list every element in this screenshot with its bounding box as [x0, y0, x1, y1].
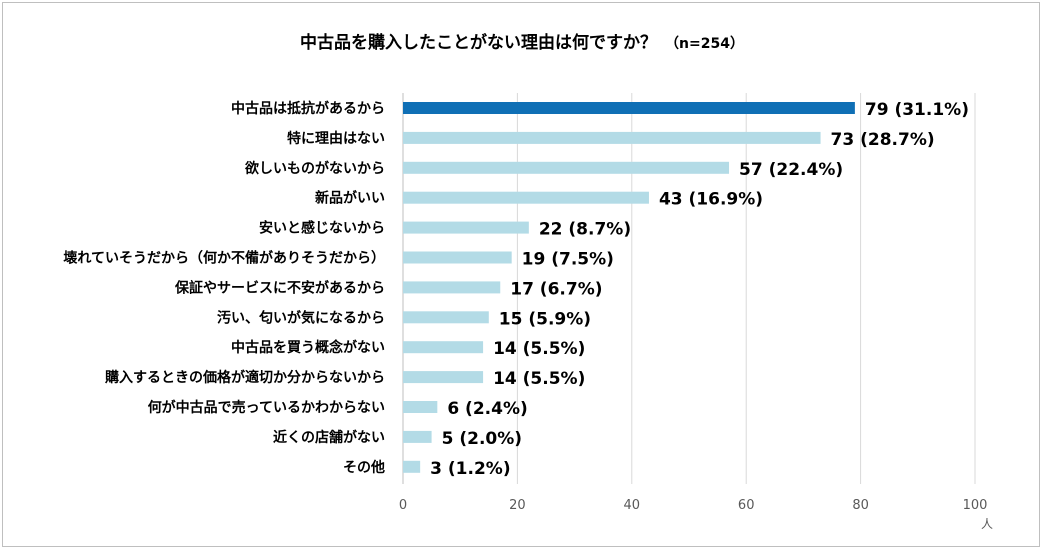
category-label: 中古品を買う概念がない — [231, 339, 385, 356]
category-label: 特に理由はない — [287, 130, 385, 147]
category-label: 安いと感じないから — [259, 220, 385, 237]
data-label: 14 (5.5%) — [493, 339, 585, 359]
bar — [403, 131, 821, 144]
data-label: 15 (5.9%) — [499, 309, 591, 329]
bar — [403, 430, 432, 443]
category-label: 中古品は抵抗があるから — [231, 100, 385, 117]
bar — [403, 311, 489, 324]
x-tick-label: 40 — [624, 498, 641, 513]
x-tick-label: 80 — [852, 498, 869, 513]
data-label: 43 (16.9%) — [659, 190, 763, 210]
data-label: 17 (6.7%) — [510, 279, 602, 299]
data-label: 73 (28.7%) — [831, 130, 935, 150]
bar — [403, 161, 730, 174]
category-label: 汚い、匂いが気になるから — [217, 309, 385, 326]
category-label: 購入するときの価格が適切か分からないから — [104, 369, 385, 386]
x-tick-label: 60 — [738, 498, 755, 513]
bar — [403, 460, 421, 473]
category-label: 近くの店舗がない — [273, 429, 385, 446]
bar — [403, 341, 484, 354]
category-label: その他 — [343, 459, 385, 476]
category-labels: 中古品は抵抗があるから特に理由はない欲しいものがないから新品がいい安いと感じない… — [63, 100, 385, 476]
bar — [403, 221, 529, 234]
data-label: 14 (5.5%) — [493, 369, 585, 389]
bar — [403, 401, 438, 413]
x-axis-unit: 人 — [981, 517, 993, 531]
bar — [403, 251, 512, 264]
bar — [403, 102, 855, 114]
chart-title-row: 中古品を購入したことがない理由は何ですか？ （n=254） — [0, 28, 1044, 53]
gridlines — [402, 93, 976, 484]
x-tick-label: 0 — [399, 498, 407, 513]
category-label: 保証やサービスに不安があるから — [174, 279, 385, 296]
data-label: 19 (7.5%) — [522, 250, 614, 270]
data-label: 6 (2.4%) — [447, 399, 527, 419]
data-label: 22 (8.7%) — [539, 220, 631, 240]
value-labels: 79 (31.1%) 73 (28.7%) 57 (22.4%) 43 (16.9%)… — [430, 100, 969, 479]
axis-ticks: 0 20 40 60 80 100 人 — [399, 498, 993, 531]
x-tick-label: 100 — [963, 498, 988, 513]
category-label: 壊れていそうだから（何か不備がありそうだから） — [63, 250, 385, 267]
sample-size-note: （n=254） — [665, 36, 744, 52]
data-label: 57 (22.4%) — [739, 160, 843, 180]
x-tick-label: 20 — [509, 498, 526, 513]
data-label: 79 (31.1%) — [865, 100, 969, 120]
bars — [403, 102, 855, 473]
bar — [403, 281, 501, 294]
category-label: 新品がいい — [315, 190, 385, 207]
bar — [403, 371, 484, 384]
chart-title: 中古品を購入したことがない理由は何ですか？ — [300, 33, 658, 53]
category-label: 欲しいものがないから — [244, 160, 385, 177]
bar — [403, 191, 649, 204]
data-label: 5 (2.0%) — [442, 429, 522, 449]
category-label: 何が中古品で売っているかわからない — [148, 399, 385, 416]
data-label: 3 (1.2%) — [430, 459, 510, 479]
